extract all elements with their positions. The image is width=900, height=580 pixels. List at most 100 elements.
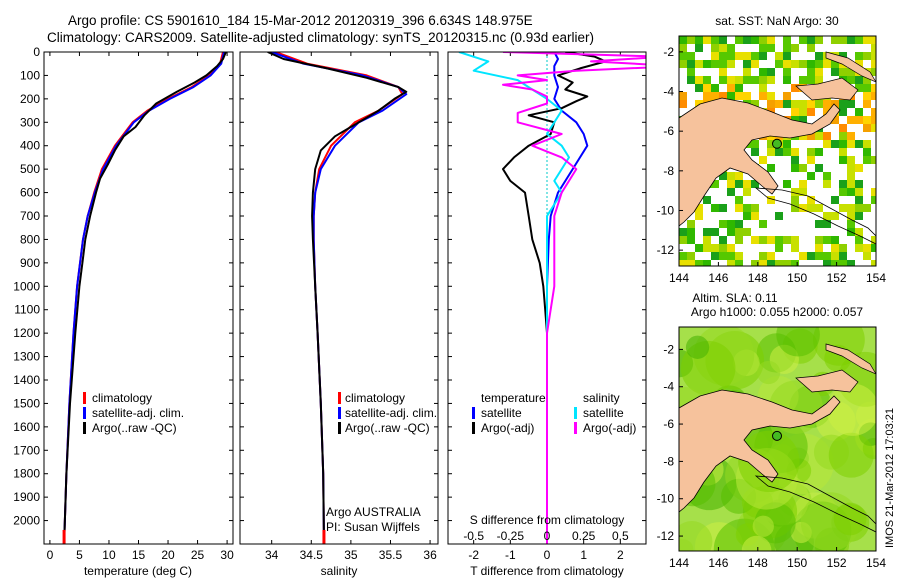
sst-cell (735, 180, 743, 188)
sst-cell (799, 76, 807, 84)
sst-map-frame (678, 35, 877, 267)
sst-cell (767, 100, 775, 108)
sst-cell (831, 68, 839, 76)
sst-cell (831, 260, 839, 266)
sst-cell (743, 76, 751, 84)
sst-cell (727, 76, 735, 84)
series-line-2 (458, 52, 570, 544)
sst-cell (871, 244, 876, 252)
sst-cell (679, 92, 687, 100)
sst-cell (759, 44, 767, 52)
legend-satellite: satellite-adj. clim. (345, 406, 437, 420)
sst-cell (815, 236, 823, 244)
sst-cell (743, 228, 751, 236)
sst-cell (791, 148, 799, 156)
sst-cell (719, 68, 727, 76)
sla-blob (828, 432, 874, 478)
sst-cell (703, 228, 711, 236)
t-diff-label: T difference from climatology (470, 564, 624, 578)
sst-cell (679, 36, 687, 44)
sst-cell (871, 44, 876, 52)
sst-cell (767, 236, 775, 244)
sst-cell (831, 36, 839, 44)
sst-cell (855, 84, 863, 92)
sla-map-subtitle: Argo h1000: 0.055 h2000: 0.057 (691, 305, 863, 319)
sst-cell (695, 100, 703, 108)
sst-cell (679, 252, 687, 260)
temperature-legend: climatology satellite-adj. clim. Argo(..… (83, 391, 184, 435)
sst-cell (815, 52, 823, 60)
sst-cell (839, 36, 847, 44)
y-tick-label: 1900 (13, 490, 40, 504)
sst-cell (783, 60, 791, 68)
legend-swatch-t-satellite (472, 407, 475, 419)
sst-cell (783, 76, 791, 84)
sst-cell (687, 68, 695, 76)
series-line-2 (267, 52, 408, 544)
sst-cell (807, 196, 815, 204)
sst-cell (807, 204, 815, 212)
sst-cell (759, 36, 767, 44)
sst-cell (735, 260, 743, 266)
y-tick-label: 0 (33, 45, 40, 59)
sst-cell (871, 84, 876, 92)
sst-cell (839, 124, 847, 132)
y-tick-label: 1200 (13, 326, 40, 340)
sst-cell (855, 164, 863, 172)
sst-cell (815, 100, 823, 108)
sst-cell (791, 188, 799, 196)
sst-cell (815, 204, 823, 212)
sst-cell (815, 252, 823, 260)
legend-swatch-satellite (83, 407, 86, 419)
sst-cell (783, 260, 791, 266)
sst-cell (687, 36, 695, 44)
sst-cell (719, 36, 727, 44)
sst-cell (727, 188, 735, 196)
map-x-tick-label: 152 (827, 556, 847, 570)
legend-swatch-s-satellite (574, 407, 577, 419)
sst-cell (823, 132, 831, 140)
sst-cell (831, 196, 839, 204)
sst-cell (847, 212, 855, 220)
sst-cell (847, 140, 855, 148)
sst-cell (727, 44, 735, 52)
sst-cell (847, 260, 855, 266)
sst-cell (687, 60, 695, 68)
s-tick-label: 0.25 (572, 529, 596, 543)
difference-panel: -2 -1 0 1 2 temperature satellite Argo(-adj)… (447, 51, 647, 578)
sst-cell (815, 68, 823, 76)
sst-cell (719, 220, 727, 228)
sst-cell (831, 116, 839, 124)
sst-cell (791, 156, 799, 164)
sst-cell (719, 92, 727, 100)
y-tick-label: 500 (20, 162, 40, 176)
sst-cell (743, 60, 751, 68)
sst-cell (711, 84, 719, 92)
sst-cell (727, 92, 735, 100)
argo-position-marker (772, 430, 783, 441)
sst-cell (783, 140, 791, 148)
sst-cell (679, 228, 687, 236)
sst-cell (863, 36, 871, 44)
sst-cell (815, 132, 823, 140)
y-tick-label: 1800 (13, 467, 40, 481)
x-tick-label: 36 (423, 548, 437, 562)
sst-cell (791, 204, 799, 212)
sst-cell (855, 188, 863, 196)
map-y-tick-label: -12 (657, 529, 675, 543)
new-guinea-land (679, 389, 841, 513)
sst-cell (823, 172, 831, 180)
sst-cell (679, 60, 687, 68)
sst-cell (847, 188, 855, 196)
legend-swatch-s-argo (574, 422, 577, 434)
legend-t-satellite: satellite (481, 406, 522, 420)
sst-cell (839, 108, 847, 116)
map-x-tick-label: 152 (827, 271, 847, 285)
y-tick-label: 1400 (13, 373, 40, 387)
sst-cell (775, 60, 783, 68)
sst-cell (679, 236, 687, 244)
new-britain-land (795, 369, 859, 393)
map-y-tick-label: -8 (663, 454, 674, 468)
sst-cell (703, 244, 711, 252)
y-tick-label: 1100 (14, 303, 40, 317)
